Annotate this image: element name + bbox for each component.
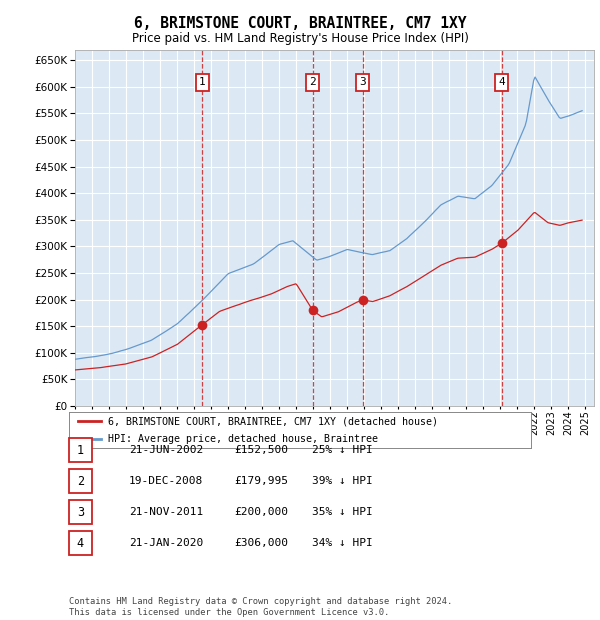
Text: 2: 2	[310, 78, 316, 87]
Text: 21-JUN-2002: 21-JUN-2002	[129, 445, 203, 455]
Text: Contains HM Land Registry data © Crown copyright and database right 2024.
This d: Contains HM Land Registry data © Crown c…	[69, 598, 452, 617]
Text: 25% ↓ HPI: 25% ↓ HPI	[312, 445, 373, 455]
Text: £152,500: £152,500	[234, 445, 288, 455]
Text: 39% ↓ HPI: 39% ↓ HPI	[312, 476, 373, 486]
Text: 6, BRIMSTONE COURT, BRAINTREE, CM7 1XY: 6, BRIMSTONE COURT, BRAINTREE, CM7 1XY	[134, 16, 466, 30]
Text: 21-NOV-2011: 21-NOV-2011	[129, 507, 203, 517]
Text: 4: 4	[77, 537, 84, 549]
Text: 21-JAN-2020: 21-JAN-2020	[129, 538, 203, 548]
Text: £200,000: £200,000	[234, 507, 288, 517]
Text: 3: 3	[359, 78, 366, 87]
Text: HPI: Average price, detached house, Braintree: HPI: Average price, detached house, Brai…	[108, 433, 378, 444]
Text: 1: 1	[77, 444, 84, 456]
Text: 1: 1	[199, 78, 205, 87]
Text: 34% ↓ HPI: 34% ↓ HPI	[312, 538, 373, 548]
Text: 19-DEC-2008: 19-DEC-2008	[129, 476, 203, 486]
Text: £306,000: £306,000	[234, 538, 288, 548]
Text: 4: 4	[498, 78, 505, 87]
Text: 6, BRIMSTONE COURT, BRAINTREE, CM7 1XY (detached house): 6, BRIMSTONE COURT, BRAINTREE, CM7 1XY (…	[108, 417, 438, 427]
Text: 35% ↓ HPI: 35% ↓ HPI	[312, 507, 373, 517]
Text: 3: 3	[77, 506, 84, 518]
Text: Price paid vs. HM Land Registry's House Price Index (HPI): Price paid vs. HM Land Registry's House …	[131, 32, 469, 45]
Text: £179,995: £179,995	[234, 476, 288, 486]
Text: 2: 2	[77, 475, 84, 487]
